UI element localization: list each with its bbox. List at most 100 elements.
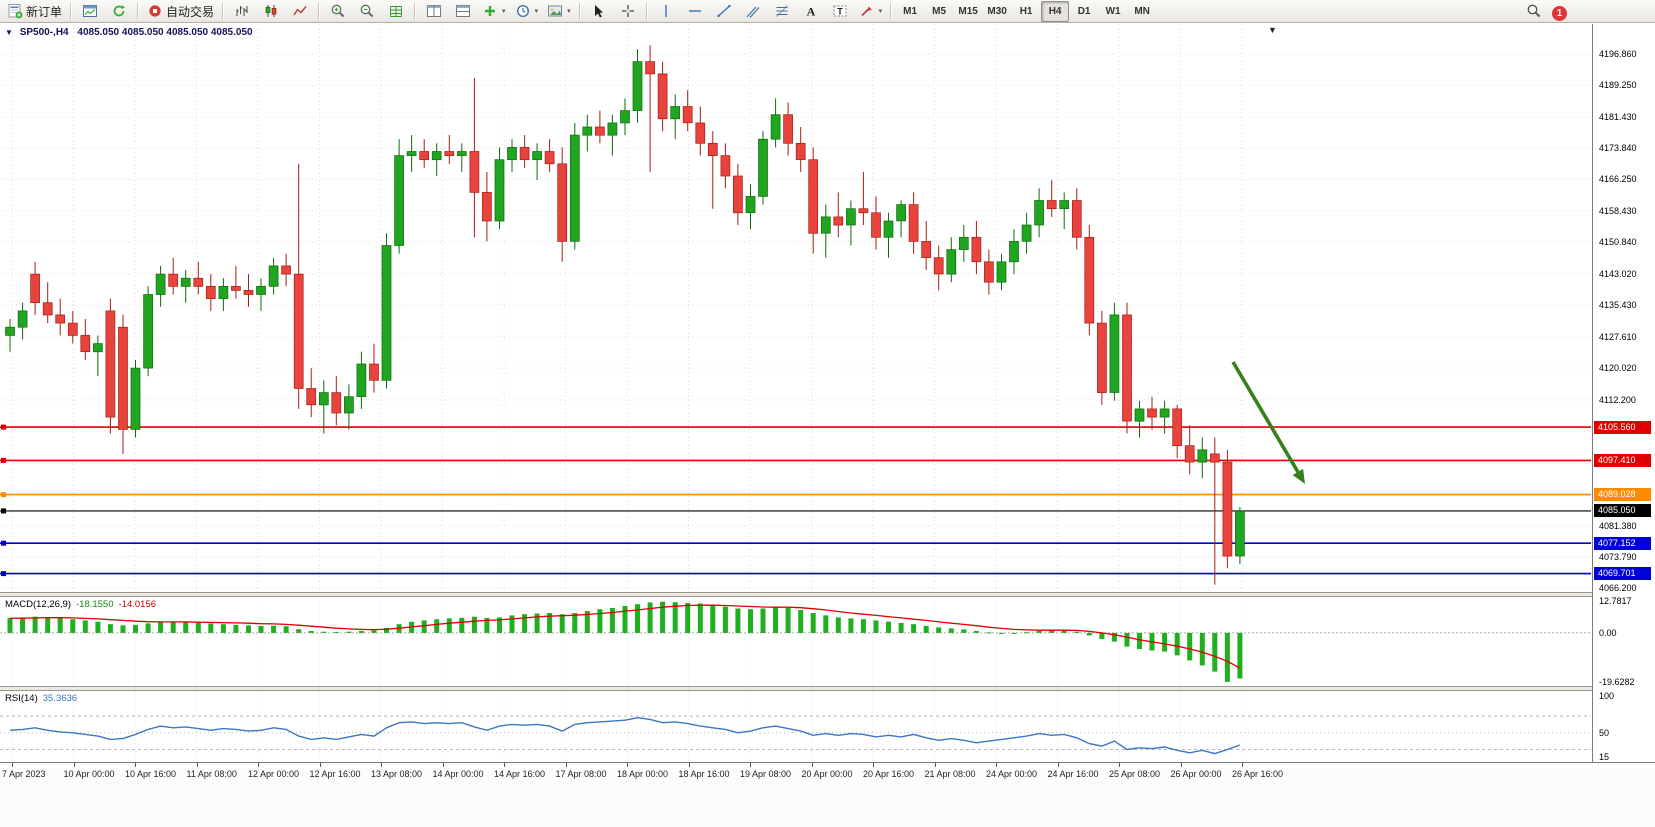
main-price-chart[interactable]	[0, 24, 1591, 592]
zoom-in-button[interactable]	[324, 0, 352, 22]
macd-scale-label: 12.7817	[1599, 596, 1632, 606]
price-tag[interactable]: 4097.410	[1594, 453, 1651, 467]
crosshair-button[interactable]	[614, 0, 642, 22]
price-axis-label: 4127.610	[1599, 331, 1637, 342]
price-axis-label: 4158.430	[1599, 206, 1637, 217]
bar-chart-icon	[234, 3, 250, 19]
time-axis-tick	[442, 763, 444, 767]
template-image-icon	[547, 3, 563, 19]
periods-button[interactable]: ▾	[511, 0, 543, 22]
autotrading-icon	[147, 3, 163, 19]
autotrading-label: 自动交易	[166, 4, 215, 19]
fibonacci-button[interactable]	[768, 0, 796, 22]
refresh-button[interactable]	[105, 0, 133, 22]
new-chart-button[interactable]: ▾	[478, 0, 510, 22]
vertical-line-button[interactable]	[652, 0, 680, 22]
tile-horizontal-icon	[426, 3, 442, 19]
timeframe-m15[interactable]: M15	[958, 5, 978, 17]
templates-button[interactable]: ▾	[543, 0, 575, 22]
autotrading-button[interactable]: 自动交易	[143, 0, 218, 22]
text-button[interactable]: A	[797, 0, 825, 22]
price-axis-label: 4112.200	[1599, 394, 1636, 405]
trend-arrow-annotation	[1231, 361, 1300, 473]
time-axis-tick	[258, 763, 259, 767]
price-tag[interactable]: 4085.050	[1594, 504, 1651, 518]
arrows-button[interactable]: ▾	[855, 0, 887, 22]
text-a-icon: A	[803, 3, 819, 19]
panel-divider[interactable]	[0, 686, 1655, 691]
chevron-down-icon: ▾	[878, 8, 883, 15]
time-axis-label: 11 Apr 08:00	[186, 769, 237, 779]
search-icon[interactable]	[1526, 3, 1542, 24]
zoom-out-button[interactable]	[353, 0, 381, 22]
fibonacci-icon	[774, 3, 790, 19]
cascade-windows-button[interactable]	[449, 0, 477, 22]
time-axis-tick	[996, 763, 997, 767]
macd-value-main: -18.1550	[76, 599, 114, 610]
new-order-button[interactable]: 新订单	[3, 0, 66, 22]
trendline-button[interactable]	[710, 0, 738, 22]
timeframe-m30[interactable]: M30	[987, 5, 1007, 17]
time-axis-label: 24 Apr 00:00	[986, 769, 1038, 779]
rsi-label: RSI(14) 35.3636	[5, 693, 77, 704]
line-chart-button[interactable]	[286, 0, 314, 22]
horizontal-line-button[interactable]	[681, 0, 709, 22]
time-axis-label: 12 Apr 16:00	[309, 769, 361, 779]
time-axis-tick	[319, 763, 321, 767]
separator	[645, 3, 648, 19]
time-axis-label: 14 Apr 00:00	[432, 769, 484, 779]
collapse-triangle-icon[interactable]: ▼	[5, 28, 13, 37]
macd-panel[interactable]	[0, 597, 1591, 686]
time-axis-tick	[688, 763, 690, 767]
timeframe-w1[interactable]: W1	[1105, 5, 1121, 17]
cursor-button[interactable]	[585, 0, 613, 22]
chart-shift-marker[interactable]: ▼	[1268, 25, 1277, 35]
time-axis-tick	[1057, 763, 1059, 767]
price-axis[interactable]: 4196.860 4189.250 4181.430 4173.840 4166.250…	[1592, 24, 1655, 762]
rsi-panel[interactable]	[0, 691, 1591, 762]
timeframe-m5[interactable]: M5	[932, 5, 947, 17]
cursor-icon	[591, 3, 607, 19]
line-chart-icon	[292, 3, 308, 19]
separator	[890, 3, 893, 19]
time-axis-tick	[627, 763, 628, 767]
price-tag[interactable]: 4069.701	[1594, 567, 1651, 581]
bar-chart-button[interactable]	[228, 0, 256, 22]
channel-button[interactable]	[739, 0, 767, 22]
separator	[318, 3, 321, 19]
timeframe-h1[interactable]: H1	[1019, 5, 1033, 17]
time-axis-tick	[1180, 763, 1182, 767]
text-label-button[interactable]: T	[826, 0, 854, 22]
separator	[70, 3, 73, 19]
grid-button[interactable]	[382, 0, 410, 22]
timeframe-m1[interactable]: M1	[903, 5, 918, 17]
panel-divider[interactable]	[0, 592, 1655, 597]
time-axis-tick	[73, 763, 75, 767]
separator	[414, 3, 417, 19]
timeframe-h4[interactable]: H4	[1041, 0, 1070, 22]
svg-text:A: A	[806, 5, 815, 19]
time-axis[interactable]: 7 Apr 2023 10 Apr 00:00 10 Apr 16:00 11 Apr…	[0, 762, 1655, 827]
notification-badge[interactable]: 1	[1552, 6, 1567, 21]
vertical-line-icon	[658, 3, 674, 19]
zoom-in-icon	[330, 3, 346, 19]
chevron-down-icon: ▾	[567, 8, 571, 15]
timeframe-d1[interactable]: D1	[1077, 5, 1091, 17]
time-axis-label: 17 Apr 08:00	[555, 769, 607, 779]
timeframe-mn[interactable]: MN	[1134, 5, 1150, 17]
time-axis-label: 25 Apr 08:00	[1109, 769, 1161, 779]
new-order-icon	[7, 3, 23, 19]
price-axis-label: 4173.840	[1599, 143, 1637, 154]
time-axis-tick	[811, 763, 813, 767]
price-tag[interactable]: 4077.152	[1594, 536, 1651, 550]
time-axis-tick	[135, 763, 136, 767]
price-tag[interactable]: 4105.560	[1594, 420, 1651, 434]
charts-list-button[interactable]	[76, 0, 104, 22]
separator	[222, 3, 225, 19]
price-axis-label: 4135.430	[1599, 300, 1637, 311]
price-tag[interactable]: 4089.028	[1594, 488, 1651, 502]
rsi-scale-label: 50	[1599, 727, 1610, 738]
crosshair-icon	[620, 3, 636, 19]
candlestick-chart-button[interactable]	[257, 0, 285, 22]
tile-windows-button[interactable]	[420, 0, 448, 22]
